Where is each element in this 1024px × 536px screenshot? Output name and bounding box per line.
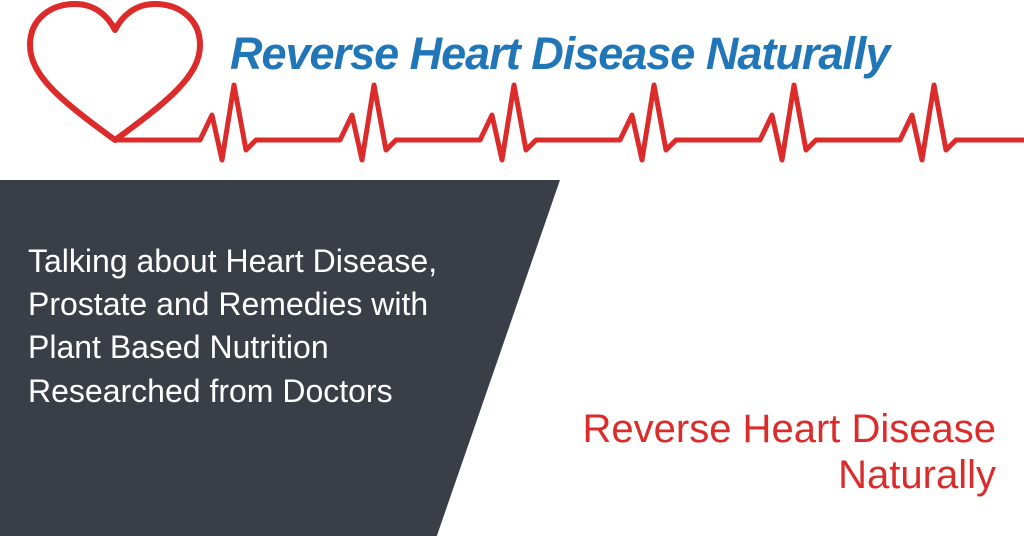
heart-ecg-icon bbox=[0, 0, 1024, 180]
heart-outline bbox=[30, 4, 200, 140]
subtitle-text: Talking about Heart Disease, Prostate an… bbox=[28, 240, 468, 413]
main-title: Reverse Heart Disease Naturally bbox=[230, 28, 889, 80]
secondary-title: Reverse Heart Disease Naturally bbox=[556, 406, 996, 498]
header-section: Reverse Heart Disease Naturally bbox=[0, 0, 1024, 180]
content-section: Talking about Heart Disease, Prostate an… bbox=[0, 180, 1024, 536]
ecg-line bbox=[115, 85, 1024, 160]
subtitle-panel: Talking about Heart Disease, Prostate an… bbox=[0, 180, 560, 536]
